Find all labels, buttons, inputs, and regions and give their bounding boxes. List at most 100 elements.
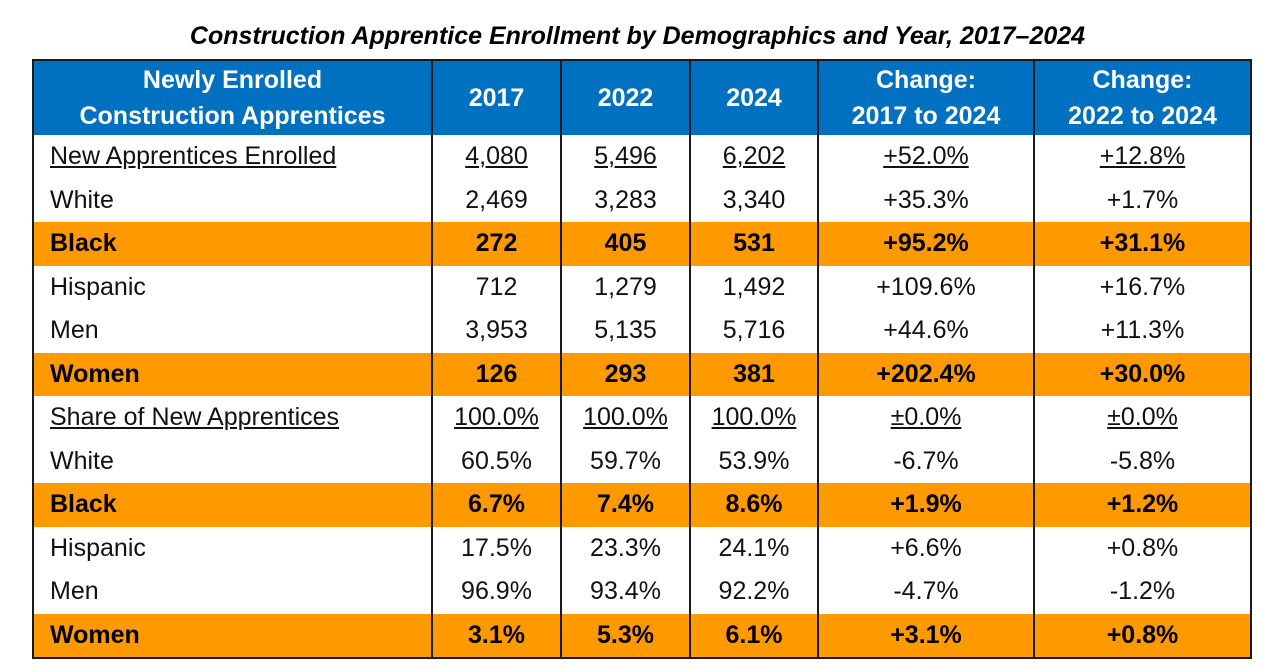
cell-text: 100.0% (454, 403, 539, 432)
table-row: Men 96.9% 93.4% 92.2% -4.7% -1.2% (33, 570, 1251, 614)
cell-change-2017-2024: -4.7% (817, 570, 1034, 614)
cell-value-2017: 3.1% (431, 613, 561, 658)
table-row: Share of New Apprentices 100.0% 100.0% 100.… (33, 396, 1251, 440)
table-row: Black 6.7% 7.4% 8.6% +1.9% +1.2% (33, 483, 1251, 527)
cell-text: Men (50, 316, 99, 345)
cell-text: Women (50, 359, 140, 388)
table-row: Women 3.1% 5.3% 6.1% +3.1% +0.8% (33, 613, 1251, 658)
cell-text: 17.5% (461, 533, 532, 562)
cell-category: White (33, 440, 432, 484)
cell-text: +31.1% (1099, 229, 1186, 258)
cell-value-2024: 100.0% (689, 396, 818, 440)
cell-text: Hispanic (50, 533, 146, 562)
cell-change-2017-2024: +95.2% (817, 222, 1034, 266)
header-2017: 2017 (431, 60, 561, 135)
cell-category: Hispanic (33, 527, 432, 571)
cell-text: 53.9% (718, 446, 790, 475)
cell-value-2022: 23.3% (560, 526, 690, 570)
cell-text: 3,953 (465, 316, 528, 345)
cell-text: 3,340 (722, 185, 786, 214)
cell-value-2024: 531 (689, 222, 818, 266)
table-row: Hispanic 712 1,279 1,492 +109.6% +16.7% (33, 265, 1251, 310)
cell-change-2022-2024: +1.2% (1033, 483, 1251, 527)
cell-text: +35.3% (883, 185, 969, 214)
cell-text: 6,202 (722, 142, 786, 171)
cell-category: Hispanic (33, 266, 432, 310)
cell-value-2017: 17.5% (431, 526, 561, 570)
cell-category: Women (33, 352, 432, 396)
header-row: Newly Enrolled Construction Apprentices 2… (33, 60, 1251, 135)
cell-text: 59.7% (590, 446, 661, 475)
cell-text: 8.6% (725, 490, 783, 519)
cell-value-2022: 5.3% (560, 613, 690, 658)
cell-text: 24.1% (718, 533, 790, 562)
cell-text: Women (50, 620, 140, 649)
table-title: Construction Apprentice Enrollment by De… (189, 22, 1086, 50)
cell-text: Share of New Apprentices (50, 403, 340, 432)
cell-text: Hispanic (50, 272, 146, 301)
cell-text: New Apprentices Enrolled (50, 142, 337, 171)
header-change-2017-2024: Change: 2017 to 2024 (817, 60, 1034, 135)
cell-value-2017: 60.5% (431, 439, 561, 483)
cell-value-2024: 24.1% (689, 526, 818, 570)
cell-value-2017: 272 (431, 222, 561, 266)
cell-text: 4,080 (465, 142, 528, 171)
cell-change-2017-2024: +6.6% (817, 526, 1034, 570)
cell-change-2017-2024: +44.6% (817, 309, 1034, 353)
cell-category: White (33, 179, 432, 223)
cell-category: Men (33, 570, 432, 614)
cell-value-2017: 126 (431, 352, 561, 396)
cell-text: 92.2% (718, 577, 790, 606)
cell-text: 100.0% (583, 403, 668, 432)
cell-value-2022: 5,496 (560, 135, 690, 179)
cell-value-2017: 2,469 (431, 178, 561, 222)
cell-change-2017-2024: -6.7% (817, 439, 1034, 483)
cell-value-2022: 59.7% (560, 439, 690, 483)
cell-value-2024: 6,202 (689, 135, 818, 179)
cell-text: +1.2% (1106, 490, 1179, 519)
cell-text: 96.9% (461, 577, 532, 606)
cell-change-2017-2024: +52.0% (817, 135, 1034, 179)
cell-text: 3.1% (468, 620, 525, 649)
cell-text: 405 (604, 229, 647, 258)
cell-text: +52.0% (883, 142, 969, 171)
cell-text: +202.4% (876, 359, 976, 388)
cell-change-2022-2024: +30.0% (1033, 352, 1251, 396)
cell-category: Black (33, 222, 432, 266)
cell-change-2022-2024: +16.7% (1033, 265, 1251, 309)
cell-value-2017: 6.7% (431, 483, 561, 527)
cell-change-2017-2024: +3.1% (817, 613, 1034, 658)
cell-value-2017: 4,080 (431, 135, 561, 179)
cell-category: Black (33, 483, 432, 527)
cell-text: +0.8% (1106, 533, 1179, 562)
cell-value-2022: 7.4% (560, 483, 690, 527)
cell-text: 531 (733, 229, 775, 258)
table-row: Women 126 293 381 +202.4% +30.0% (33, 352, 1251, 396)
header-2022: 2022 (560, 60, 690, 135)
cell-category: Men (33, 309, 432, 353)
cell-value-2024: 53.9% (689, 439, 818, 483)
cell-text: 3,283 (594, 185, 657, 214)
cell-change-2017-2024: ±0.0% (817, 396, 1034, 440)
cell-text: 5,135 (594, 316, 657, 345)
cell-change-2022-2024: ±0.0% (1033, 396, 1251, 440)
cell-text: -5.8% (1109, 446, 1176, 475)
cell-text: 6.7% (468, 490, 525, 519)
cell-value-2022: 293 (560, 352, 690, 396)
cell-value-2017: 712 (431, 265, 561, 309)
cell-text: +30.0% (1099, 359, 1186, 388)
cell-text: 93.4% (590, 577, 661, 606)
cell-text: White (50, 185, 114, 214)
cell-text: +3.1% (890, 620, 962, 649)
cell-text: Black (50, 229, 117, 258)
cell-text: ±0.0% (1107, 403, 1178, 432)
cell-value-2024: 1,492 (689, 265, 818, 309)
table-row: Men 3,953 5,135 5,716 +44.6% +11.3% (33, 309, 1251, 353)
cell-text: 100.0% (711, 403, 797, 432)
cell-text: 5.3% (597, 620, 654, 649)
cell-text: 7.4% (597, 490, 654, 519)
cell-text: 126 (475, 359, 518, 388)
cell-text: 60.5% (461, 446, 532, 475)
table-row: White 60.5% 59.7% 53.9% -6.7% -5.8% (33, 439, 1251, 484)
cell-value-2017: 100.0% (431, 396, 561, 440)
